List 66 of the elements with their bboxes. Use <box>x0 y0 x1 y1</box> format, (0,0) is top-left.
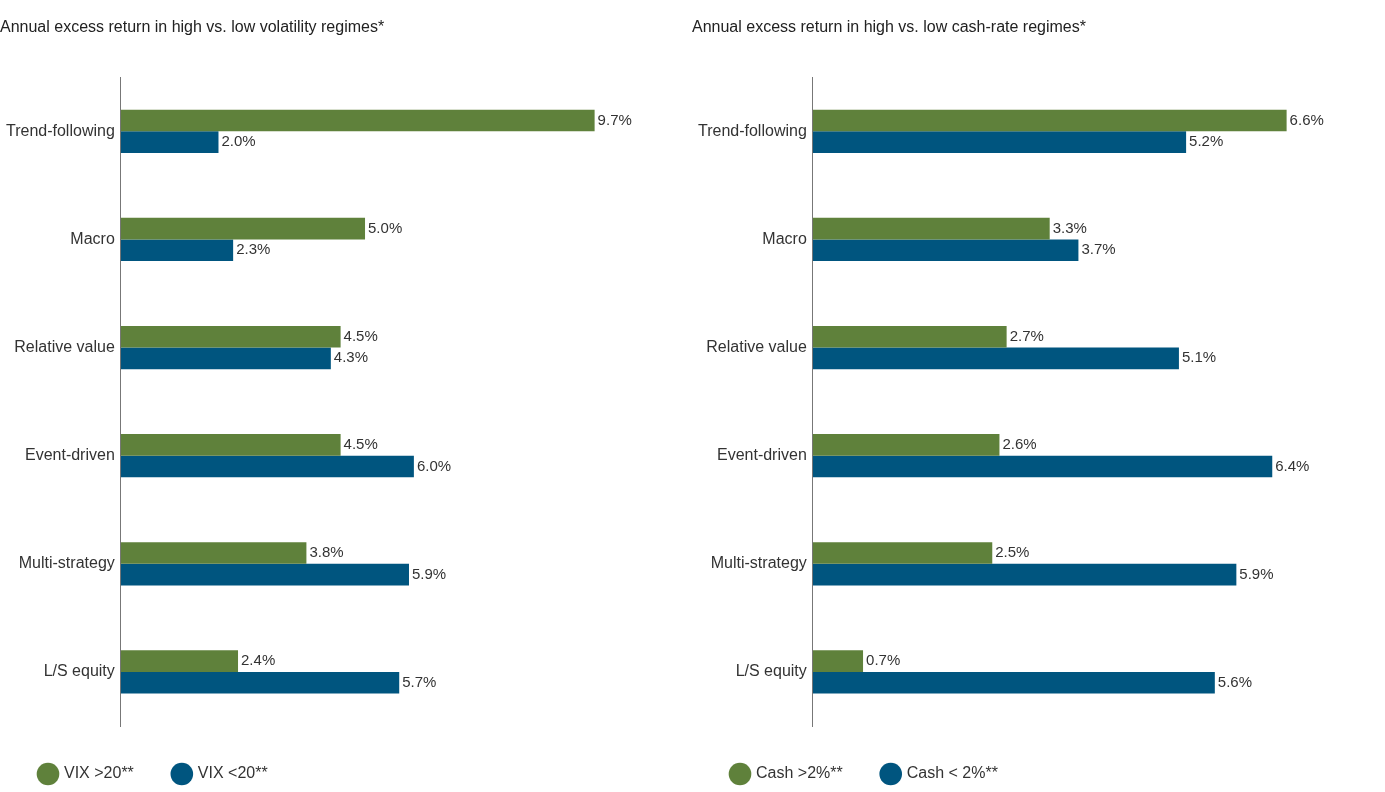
y-tick-label: Relative value <box>14 337 115 355</box>
y-tick-label: L/S equity <box>43 662 115 680</box>
data-label: 9.7% <box>597 110 632 128</box>
y-tick-label: Event-driven <box>716 446 807 464</box>
bar <box>812 434 1000 456</box>
data-label: 6.6% <box>1289 110 1324 128</box>
y-tick-label: Multi-strategy <box>710 554 807 572</box>
data-label: 5.2% <box>1189 132 1224 150</box>
legend-label: Cash < 2%** <box>906 764 998 782</box>
bar <box>812 671 1215 694</box>
bar <box>812 239 1079 262</box>
chart-title: Annual excess return in high vs. low volatility regimes* <box>0 18 385 36</box>
y-tick-label: Trend-following <box>5 121 115 139</box>
bar <box>812 650 864 672</box>
bar <box>812 563 1237 586</box>
bar <box>120 347 331 370</box>
legend-label: VIX >20** <box>64 764 134 782</box>
bar <box>120 542 307 564</box>
bar <box>120 325 341 348</box>
data-label: 4.5% <box>343 434 378 452</box>
data-label: 0.7% <box>866 651 901 669</box>
data-label: 6.0% <box>416 456 452 474</box>
bar <box>812 347 1179 370</box>
data-label: 5.6% <box>1217 672 1253 690</box>
bar <box>120 239 234 262</box>
legend-label: Cash >2%** <box>756 764 843 782</box>
bar <box>120 563 409 586</box>
data-label: 3.8% <box>309 543 344 561</box>
bar <box>812 542 993 564</box>
bar <box>120 131 219 153</box>
legend-label: VIX <20** <box>197 764 268 782</box>
bar <box>812 109 1287 132</box>
data-label: 3.7% <box>1081 240 1116 258</box>
bar <box>812 131 1187 153</box>
chart-title: Annual excess return in high vs. low cash-rate regimes* <box>692 18 1086 36</box>
y-tick-label: Trend-following <box>697 121 807 139</box>
data-label: 2.5% <box>995 543 1030 561</box>
y-tick-label: Multi-strategy <box>18 554 115 572</box>
data-label: 5.9% <box>411 564 447 582</box>
data-label: 5.9% <box>1239 564 1274 582</box>
y-tick-label: L/S equity <box>735 662 807 680</box>
data-label: 2.6% <box>1002 434 1037 452</box>
bar <box>812 325 1007 348</box>
bar <box>120 671 400 694</box>
bar <box>120 650 239 672</box>
data-label: 5.1% <box>1181 348 1217 366</box>
bar <box>812 217 1050 240</box>
y-tick-label: Macro <box>762 229 807 247</box>
data-label: 2.7% <box>1009 326 1044 344</box>
data-label: 2.3% <box>236 240 271 258</box>
data-label: 5.7% <box>402 672 437 690</box>
y-tick-label: Macro <box>70 229 115 247</box>
data-label: 5.0% <box>368 218 403 236</box>
data-label: 4.5% <box>343 326 378 344</box>
y-tick-label: Relative value <box>706 337 807 355</box>
data-label: 3.3% <box>1052 218 1087 236</box>
bar <box>120 217 366 240</box>
data-label: 2.4% <box>241 651 276 669</box>
data-label: 2.0% <box>221 132 256 150</box>
data-label: 4.3% <box>333 348 369 366</box>
bar <box>120 109 595 132</box>
data-label: 6.4% <box>1275 456 1310 474</box>
y-tick-label: Event-driven <box>24 446 115 464</box>
bar <box>120 434 341 456</box>
bar <box>812 455 1273 478</box>
bar <box>120 455 414 478</box>
